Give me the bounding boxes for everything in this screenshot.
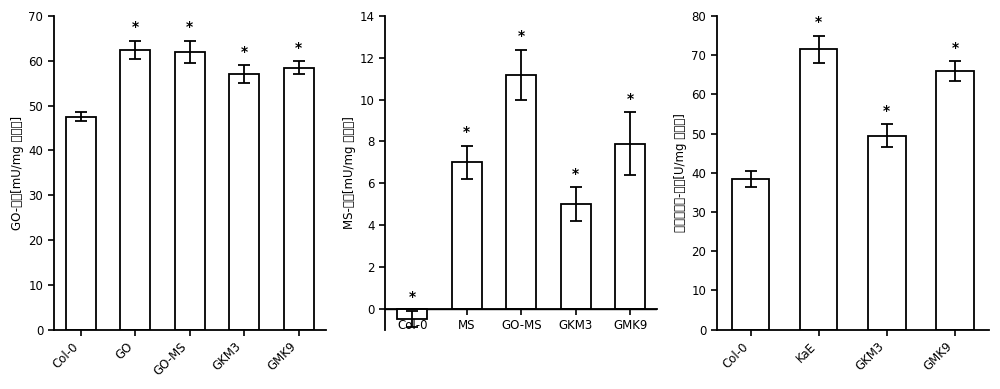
Text: *: * bbox=[295, 40, 302, 54]
Text: *: * bbox=[815, 16, 822, 30]
Text: *: * bbox=[951, 41, 958, 55]
Text: *: * bbox=[463, 125, 470, 139]
Bar bbox=[397, 308, 427, 319]
Text: *: * bbox=[186, 21, 193, 35]
Y-axis label: GO-活性[mU/mg 蛋白质]: GO-活性[mU/mg 蛋白质] bbox=[11, 116, 24, 230]
Y-axis label: 过氧化氢酶-活性[U/mg 蛋白质]: 过氧化氢酶-活性[U/mg 蛋白质] bbox=[674, 114, 687, 232]
Bar bbox=[732, 179, 769, 329]
Text: *: * bbox=[241, 45, 248, 59]
Bar bbox=[120, 50, 150, 329]
Bar bbox=[936, 71, 974, 329]
Text: *: * bbox=[627, 92, 634, 106]
Text: *: * bbox=[572, 167, 579, 181]
Bar bbox=[561, 204, 591, 308]
Text: *: * bbox=[132, 21, 139, 35]
Bar bbox=[284, 68, 314, 329]
Bar bbox=[66, 117, 96, 329]
Text: *: * bbox=[518, 29, 525, 43]
Bar bbox=[175, 52, 205, 329]
Bar bbox=[229, 74, 259, 329]
Bar bbox=[615, 144, 645, 308]
Bar bbox=[452, 162, 482, 308]
Text: *: * bbox=[883, 103, 890, 117]
Bar bbox=[506, 75, 536, 308]
Bar bbox=[868, 136, 906, 329]
Y-axis label: MS-活性[mU/mg 蛋白质]: MS-活性[mU/mg 蛋白质] bbox=[343, 116, 356, 229]
Text: *: * bbox=[409, 291, 416, 305]
Bar bbox=[800, 49, 837, 329]
